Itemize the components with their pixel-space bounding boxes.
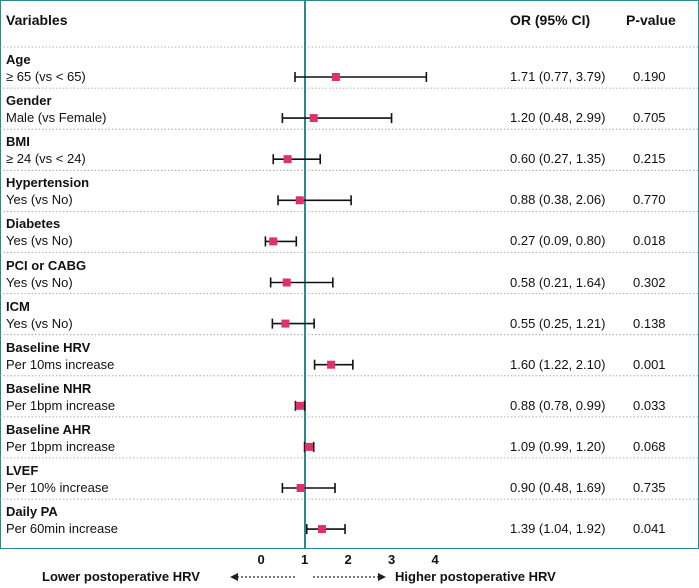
or-point [327, 360, 336, 369]
row-p-value: 0.138 [633, 315, 666, 331]
or-point [331, 73, 340, 81]
or-point [283, 155, 292, 164]
or-point [295, 196, 304, 205]
row-variable: Baseline AHR [6, 421, 91, 437]
row-level: Yes (vs No) [6, 274, 73, 290]
header-variables: Variables [6, 12, 68, 28]
row-or-ci: 0.60 (0.27, 1.35) [510, 151, 606, 167]
x-tick-label: 2 [344, 552, 352, 567]
row-p-value: 0.041 [633, 521, 666, 537]
row-variable: LVEF [6, 463, 39, 478]
x-tick-label: 3 [388, 552, 396, 567]
row-p-value: 0.770 [633, 192, 666, 208]
or-point [282, 278, 291, 287]
row-p-value: 0.190 [633, 69, 666, 84]
row-variable: Gender [6, 93, 52, 109]
or-point [295, 401, 304, 410]
or-point [296, 484, 305, 492]
row-level: Per 10% increase [6, 480, 109, 495]
row-p-value: 0.302 [633, 274, 666, 290]
header-or: OR (95% CI) [510, 12, 591, 28]
row-level: ≥ 65 (vs < 65) [6, 69, 86, 84]
row-level: Yes (vs No) [6, 315, 73, 331]
x-tick-label: 1 [301, 552, 309, 567]
row-variable: BMI [6, 134, 30, 150]
row-variable: Baseline NHR [6, 380, 92, 396]
row-variable: PCI or CABG [6, 257, 87, 273]
row-level: Per 10ms increase [6, 356, 115, 372]
or-point [281, 319, 290, 328]
row-variable: Hypertension [6, 175, 90, 191]
row-p-value: 0.033 [633, 397, 666, 413]
row-or-ci: 1.09 (0.99, 1.20) [510, 438, 606, 454]
row-p-value: 0.018 [633, 233, 666, 249]
row-p-value: 0.735 [633, 480, 666, 495]
row-level: Per 1bpm increase [6, 438, 116, 454]
row-variable: Diabetes [6, 216, 61, 232]
row-or-ci: 0.88 (0.78, 0.99) [510, 397, 606, 413]
row-level: Yes (vs No) [6, 233, 73, 249]
row-level: ≥ 24 (vs < 24) [6, 151, 86, 167]
row-or-ci: 0.27 (0.09, 0.80) [510, 233, 606, 249]
row-p-value: 0.068 [633, 438, 666, 454]
or-point [317, 525, 326, 534]
row-variable: ICM [6, 298, 30, 314]
row-p-value: 0.705 [633, 110, 666, 126]
arrow-right-head [378, 573, 386, 581]
row-or-ci: 0.90 (0.48, 1.69) [510, 480, 606, 495]
arrow-left-head [230, 573, 238, 581]
row-or-ci: 1.60 (1.22, 2.10) [510, 356, 606, 372]
header-p-value: P-value [626, 12, 676, 28]
or-point [269, 237, 278, 246]
row-p-value: 0.001 [633, 356, 666, 372]
x-tick-label: 0 [257, 552, 265, 567]
row-level: Yes (vs No) [6, 192, 73, 208]
row-or-ci: 1.71 (0.77, 3.79) [510, 69, 606, 84]
row-or-ci: 0.58 (0.21, 1.64) [510, 274, 606, 290]
axis-left-label: Lower postoperative HRV [42, 569, 200, 584]
row-or-ci: 0.88 (0.38, 2.06) [510, 192, 606, 208]
row-p-value: 0.215 [633, 151, 666, 167]
or-point [309, 114, 318, 123]
or-point [304, 442, 313, 451]
row-level: Per 60min increase [6, 521, 118, 537]
x-tick-label: 4 [431, 552, 439, 567]
row-variable: Daily PA [6, 504, 58, 520]
row-or-ci: 0.55 (0.25, 1.21) [510, 315, 606, 331]
row-level: Per 1bpm increase [6, 397, 116, 413]
row-level: Male (vs Female) [6, 110, 107, 126]
row-variable: Age [6, 52, 31, 67]
row-variable: Baseline HRV [6, 339, 91, 355]
row-or-ci: 1.20 (0.48, 2.99) [510, 110, 606, 126]
row-or-ci: 1.39 (1.04, 1.92) [510, 521, 606, 537]
axis-right-label: Higher postoperative HRV [395, 569, 556, 584]
